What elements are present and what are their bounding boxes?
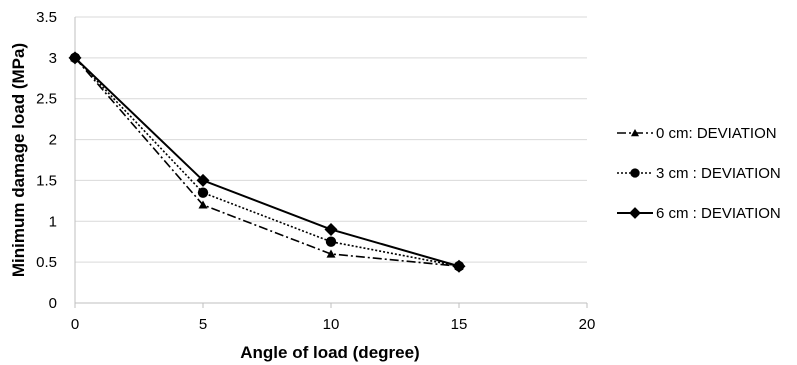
x-tick-label: 5 <box>199 316 207 333</box>
y-tick-label: 3.5 <box>36 9 57 26</box>
data-point-s0-2 <box>326 249 336 258</box>
y-tick-label: 2 <box>49 132 57 149</box>
data-point-s2-3 <box>452 259 466 273</box>
data-point-s1-2 <box>325 236 337 247</box>
series-line-0 <box>74 57 460 268</box>
legend-label-1: 3 cm : DEVIATION <box>656 165 781 182</box>
y-tick-labels: 0 0.5 1 1.5 2 2.5 3 3.5 <box>36 9 57 312</box>
x-tick-label: 0 <box>71 316 79 333</box>
x-tick-label: 20 <box>579 316 596 333</box>
x-tick-label: 10 <box>323 316 340 333</box>
y-tick-label: 1 <box>49 213 57 230</box>
data-point-s1-1 <box>197 187 209 198</box>
series-line-1 <box>74 57 460 268</box>
x-tick-labels: 0 5 10 15 20 <box>71 316 596 333</box>
y-tick-label: 0.5 <box>36 254 57 271</box>
data-point-s0-1 <box>198 200 208 209</box>
axes <box>74 17 588 308</box>
legend-label-0: 0 cm: DEVIATION <box>656 125 777 142</box>
series-lines <box>68 51 466 273</box>
legend-marker-0 <box>630 128 640 137</box>
series-line-2 <box>74 57 460 268</box>
data-point-s2-1 <box>196 173 210 187</box>
y-axis-title: Minimum damage load (MPa) <box>9 43 28 277</box>
data-point-s2-0 <box>68 51 82 65</box>
y-tick-label: 1.5 <box>36 172 57 189</box>
legend-label-2: 6 cm : DEVIATION <box>656 205 781 222</box>
y-tick-label: 3 <box>49 50 57 67</box>
x-tick-label: 15 <box>451 316 468 333</box>
legend-marker-2 <box>629 207 641 219</box>
y-tick-label: 0 <box>49 295 57 312</box>
x-axis-title: Angle of load (degree) <box>240 343 419 362</box>
y-tick-label: 2.5 <box>36 91 57 108</box>
data-point-s2-2 <box>324 222 338 236</box>
legend-marker-1 <box>630 168 640 178</box>
legend: 0 cm: DEVIATION 3 cm : DEVIATION 6 cm : DE… <box>617 125 781 222</box>
